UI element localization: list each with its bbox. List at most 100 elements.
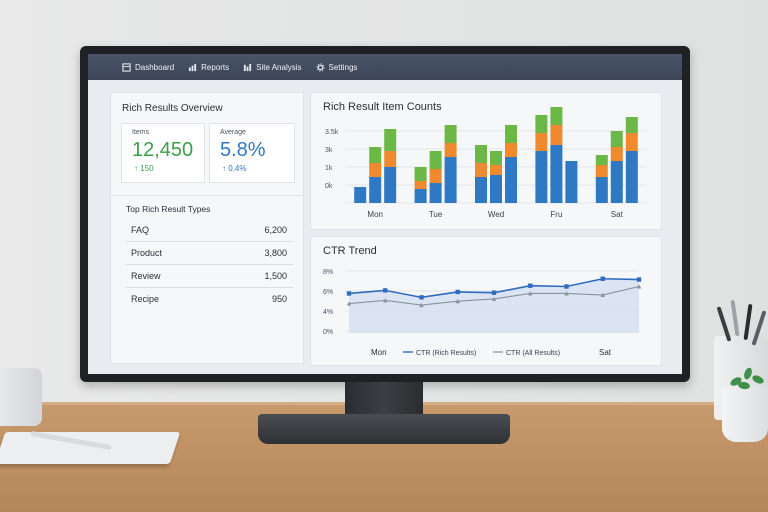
- data-point: [600, 276, 605, 281]
- data-point: [491, 290, 497, 295]
- item-counts-chart: 3.5k 3k 1k 0k Mon Tue Wed Fru Sat: [325, 107, 647, 219]
- data-point: [564, 284, 569, 289]
- data-point: [491, 296, 497, 301]
- average-card: Average 5.8% ↑ 0.4%: [209, 123, 295, 183]
- x-tick-label: Sat: [599, 348, 612, 357]
- bar-segment: [369, 177, 382, 203]
- bar-segment: [444, 157, 457, 203]
- reports-icon: [189, 63, 197, 71]
- type-count: 6,200: [264, 225, 287, 235]
- data-point: [455, 299, 460, 304]
- type-count: 950: [271, 294, 287, 304]
- y-tick-label: 1k: [325, 165, 333, 172]
- monitor-stand-base: [258, 414, 510, 444]
- mug: [0, 368, 42, 426]
- average-label: Average: [220, 129, 246, 136]
- bar-segment: [414, 181, 427, 189]
- type-name: Product: [131, 248, 163, 258]
- nav-dashboard[interactable]: Dashboard: [122, 63, 174, 72]
- data-point: [636, 284, 642, 289]
- bar-segment: [535, 115, 548, 133]
- bar-segment: [475, 177, 487, 203]
- bar-segment: [610, 147, 623, 161]
- bar-segment: [505, 157, 517, 203]
- type-count: 1,500: [264, 271, 287, 281]
- bar-segment: [475, 163, 487, 177]
- data-point: [419, 295, 424, 300]
- items-label: Items: [132, 129, 150, 136]
- nav-settings[interactable]: Settings: [315, 62, 358, 72]
- data-point: [455, 289, 460, 295]
- x-tick-label: Tue: [429, 210, 443, 219]
- bar-segment: [550, 125, 563, 145]
- items-card: Items 12,450 ↑ 150: [121, 123, 205, 183]
- divider: [111, 195, 303, 196]
- type-name: Review: [131, 271, 161, 281]
- nav-site-analysis[interactable]: Site Analysis: [243, 63, 302, 72]
- bar-segment: [444, 143, 457, 157]
- bar-segment: [595, 165, 608, 177]
- bar-segment: [505, 125, 517, 143]
- bar-segment: [429, 183, 442, 203]
- data-point: [419, 302, 424, 308]
- top-nav: Dashboard Reports Site Analysis Settings: [88, 54, 682, 80]
- nav-reports[interactable]: Reports: [188, 63, 229, 72]
- legend-label: CTR (Rich Results): [416, 350, 476, 357]
- list-item[interactable]: FAQ 6,200: [125, 219, 293, 242]
- ctr-panel: CTR Trend 8% 6% 4% 0% Mon Sat CTR (Rich Result…: [310, 236, 662, 366]
- data-point: [383, 298, 388, 303]
- notebook: [0, 432, 181, 464]
- bar-segment: [535, 151, 548, 203]
- arrow-up-icon: ↑: [222, 164, 229, 173]
- dashboard-icon: [122, 62, 131, 72]
- list-item[interactable]: Recipe 950: [125, 288, 293, 310]
- bar-segment: [384, 151, 397, 167]
- list-item[interactable]: Review 1,500: [125, 265, 293, 288]
- bar-segment: [414, 167, 427, 181]
- ctr-title: CTR Trend: [323, 245, 377, 257]
- y-tick-label: 4%: [323, 309, 333, 316]
- gear-icon: [315, 62, 325, 72]
- data-point: [600, 292, 605, 298]
- items-delta-value: 150: [140, 164, 154, 173]
- bar-segment: [475, 145, 487, 163]
- data-point: [383, 288, 388, 293]
- monitor-stand-neck: [345, 382, 423, 418]
- data-point: [564, 291, 569, 296]
- bar-segment: [625, 151, 638, 203]
- bar-segment: [490, 175, 502, 203]
- list-item[interactable]: Product 3,800: [125, 242, 293, 265]
- y-tick-label: 3k: [325, 147, 333, 154]
- bar-segment: [429, 169, 442, 183]
- bar-segment: [369, 163, 382, 177]
- x-tick-label: Wed: [488, 210, 504, 219]
- bar-segment: [610, 131, 623, 147]
- bar-segment: [384, 167, 397, 203]
- nav-dashboard-label: Dashboard: [135, 62, 175, 72]
- area-fill: [349, 278, 639, 333]
- legend-label: CTR (All Results): [506, 350, 560, 357]
- y-tick-label: 0k: [325, 183, 333, 190]
- bar-segment: [535, 133, 548, 151]
- bar-segment: [369, 147, 382, 163]
- plant-pot: [722, 386, 768, 442]
- y-tick-label: 3.5k: [325, 129, 339, 136]
- nav-settings-label: Settings: [328, 62, 358, 72]
- bar-segment: [610, 161, 623, 203]
- bar-segment: [625, 117, 638, 133]
- overview-title: Rich Results Overview: [122, 103, 223, 114]
- average-delta-value: 0.4%: [228, 164, 247, 173]
- bar-segment: [444, 125, 457, 143]
- y-tick-label: 0%: [323, 329, 333, 336]
- site-analysis-icon: [244, 63, 252, 71]
- x-tick-label: Mon: [371, 348, 387, 357]
- bar-segment: [595, 155, 608, 165]
- bar-segment: [550, 107, 563, 125]
- bar-segment: [384, 129, 397, 151]
- bar-segment: [625, 133, 638, 151]
- monitor: Dashboard Reports Site Analysis Settings…: [80, 46, 690, 382]
- bar-segment: [550, 145, 563, 203]
- arrow-up-icon: ↑: [134, 164, 141, 173]
- item-counts-panel: Rich Result Item Counts 3.5k 3k 1k 0k Mon Tue…: [310, 92, 662, 230]
- nav-reports-label: Reports: [201, 62, 230, 72]
